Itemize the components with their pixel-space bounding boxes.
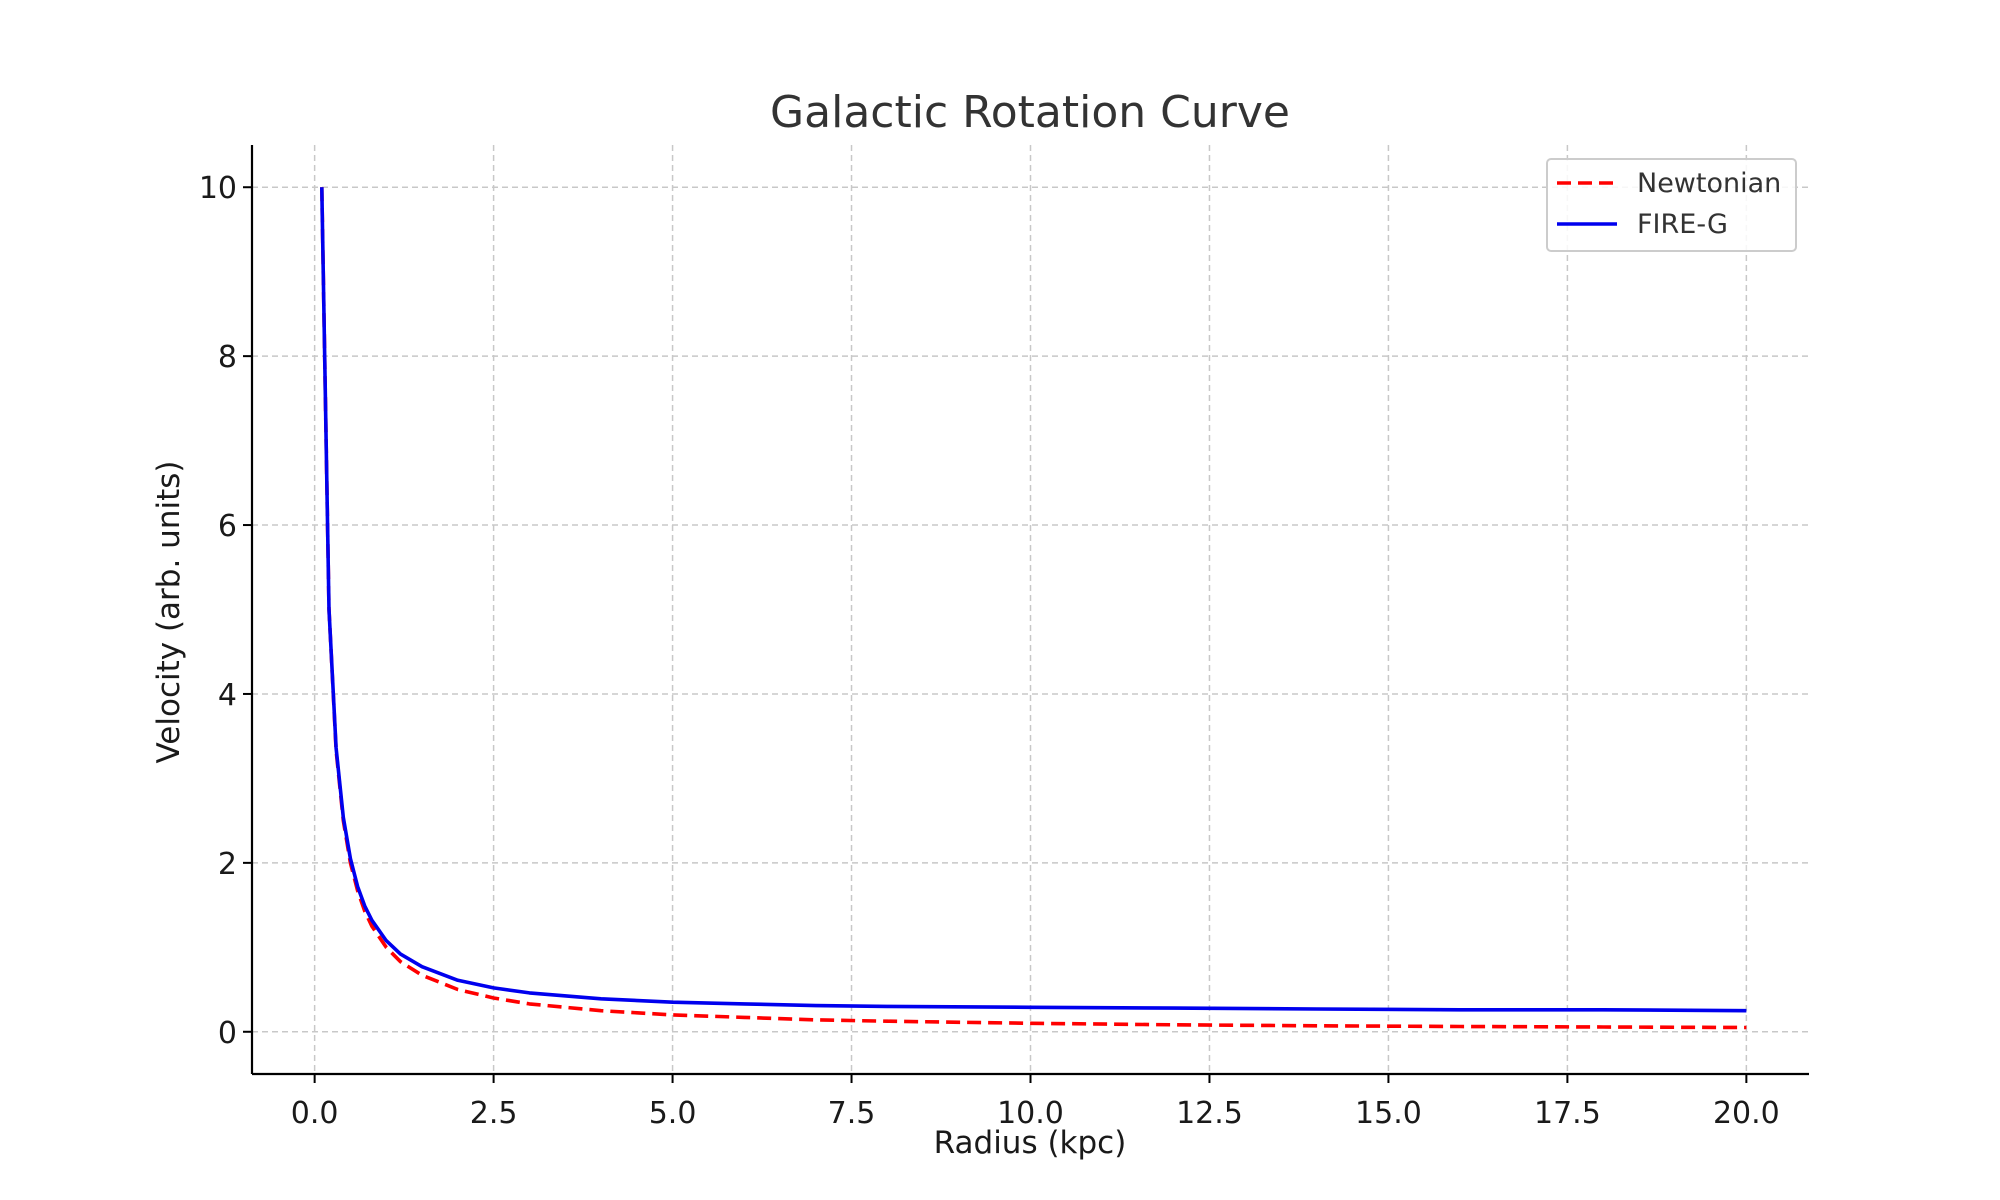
ticks-layer: 0.0 2.5 5.0 7.5 10.0 12.5 15.0 17.5 20.0 0 2 4 6 8 10 <box>199 171 1780 1131</box>
y-tick-label: 2 <box>218 847 237 882</box>
y-tick-label: 8 <box>218 340 237 375</box>
x-axis-title: Radius (kpc) <box>934 1125 1127 1161</box>
x-tick-label: 12.5 <box>1176 1096 1243 1131</box>
x-tick-label: 0.0 <box>291 1096 339 1131</box>
series-layer <box>320 187 1747 1030</box>
x-tick-label: 5.0 <box>649 1096 697 1131</box>
x-tick-label: 15.0 <box>1355 1096 1422 1131</box>
legend-label-newtonian: Newtonian <box>1637 168 1781 199</box>
y-tick-label: 0 <box>218 1016 237 1051</box>
x-tick-label: 10.0 <box>997 1096 1064 1131</box>
y-axis-title: Velocity (arb. units) <box>151 461 187 764</box>
x-tick-label: 2.5 <box>470 1096 518 1131</box>
chart-title: Galactic Rotation Curve <box>770 87 1290 138</box>
legend-label-fire-g: FIRE-G <box>1637 209 1728 240</box>
series-line-newtonian <box>320 187 1747 1030</box>
y-tick-label: 4 <box>218 678 237 713</box>
x-tick-label: 20.0 <box>1713 1096 1780 1131</box>
legend: Newtonian FIRE-G <box>1546 158 1797 252</box>
x-tick-label: 17.5 <box>1534 1096 1601 1131</box>
y-tick-label: 6 <box>218 509 237 544</box>
series-line-fire-g <box>320 187 1747 1013</box>
grid-layer <box>252 145 1809 1074</box>
y-tick-label: 10 <box>199 171 237 206</box>
x-tick-label: 7.5 <box>828 1096 876 1131</box>
